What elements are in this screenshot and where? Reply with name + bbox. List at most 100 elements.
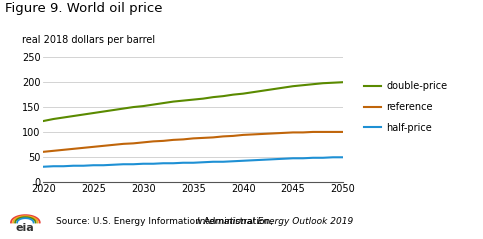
reference (130, 142, 136, 145)
half-price (150, 162, 156, 165)
Text: Source: U.S. Energy Information Administration,: Source: U.S. Energy Information Administ… (56, 217, 275, 226)
half-price (250, 159, 256, 162)
double-price (270, 88, 276, 91)
Text: Figure 9. World oil price: Figure 9. World oil price (5, 2, 162, 15)
half-price (210, 160, 216, 163)
reference (280, 131, 286, 134)
reference (270, 132, 276, 135)
double-price (230, 93, 236, 96)
half-price (100, 164, 106, 167)
Line: reference: reference (43, 132, 343, 152)
Line: double-price: double-price (43, 82, 343, 121)
half-price (180, 161, 186, 164)
half-price (260, 158, 266, 161)
double-price (220, 95, 226, 98)
half-price (51, 165, 57, 168)
double-price (150, 103, 156, 106)
half-price (330, 156, 336, 159)
double-price (260, 89, 266, 92)
half-price (120, 163, 126, 166)
double-price (160, 102, 166, 104)
reference (180, 138, 186, 141)
double-price (250, 91, 256, 94)
half-price (230, 160, 236, 163)
double-price (90, 112, 96, 114)
reference (290, 131, 296, 134)
half-price (170, 162, 176, 165)
double-price (290, 85, 296, 88)
double-price (60, 116, 66, 119)
half-price (310, 156, 316, 159)
half-price (340, 156, 346, 159)
reference (170, 138, 176, 141)
reference (220, 135, 226, 138)
reference (60, 148, 66, 151)
reference (200, 136, 206, 139)
double-price (330, 81, 336, 84)
half-price (41, 165, 46, 168)
double-price (120, 107, 126, 110)
double-price (180, 99, 186, 102)
double-price (210, 96, 216, 98)
half-price (160, 162, 166, 165)
reference (240, 133, 246, 136)
double-price (100, 110, 106, 113)
Text: International Energy Outlook 2019: International Energy Outlook 2019 (197, 217, 353, 226)
reference (90, 145, 96, 148)
double-price (300, 84, 306, 87)
reference (71, 147, 76, 150)
reference (41, 150, 46, 153)
reference (250, 133, 256, 136)
Text: eia: eia (15, 223, 34, 233)
reference (310, 130, 316, 133)
double-price (190, 98, 196, 101)
reference (120, 142, 126, 145)
reference (81, 147, 86, 149)
half-price (141, 162, 146, 165)
reference (210, 136, 216, 139)
half-price (320, 156, 326, 159)
reference (260, 132, 266, 135)
reference (230, 135, 236, 137)
double-price (41, 120, 46, 122)
double-price (51, 118, 57, 120)
double-price (170, 100, 176, 103)
double-price (81, 113, 86, 116)
reference (150, 140, 156, 143)
double-price (340, 81, 346, 84)
Text: real 2018 dollars per barrel: real 2018 dollars per barrel (22, 35, 155, 45)
double-price (141, 105, 146, 108)
half-price (290, 157, 296, 160)
double-price (111, 109, 116, 111)
half-price (200, 161, 206, 164)
reference (340, 130, 346, 133)
double-price (200, 97, 206, 100)
reference (111, 143, 116, 146)
double-price (71, 114, 76, 117)
half-price (300, 157, 306, 160)
reference (160, 139, 166, 142)
double-price (320, 82, 326, 85)
reference (141, 141, 146, 144)
reference (330, 130, 336, 133)
reference (300, 131, 306, 134)
half-price (280, 157, 286, 160)
reference (51, 149, 57, 152)
half-price (190, 161, 196, 164)
double-price (280, 86, 286, 89)
Legend: double-price, reference, half-price: double-price, reference, half-price (360, 77, 451, 137)
reference (100, 144, 106, 147)
double-price (130, 106, 136, 109)
half-price (220, 160, 226, 163)
half-price (130, 163, 136, 166)
half-price (90, 164, 96, 167)
half-price (111, 163, 116, 166)
reference (320, 130, 326, 133)
double-price (310, 83, 316, 86)
half-price (240, 159, 246, 162)
half-price (71, 164, 76, 167)
half-price (270, 158, 276, 161)
Line: half-price: half-price (43, 157, 343, 167)
reference (190, 137, 196, 140)
half-price (81, 164, 86, 167)
